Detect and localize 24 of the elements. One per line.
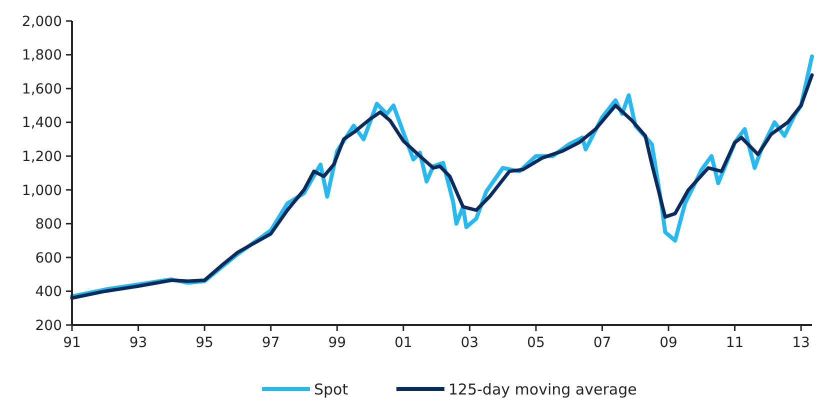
legend-label: 125-day moving average (448, 380, 637, 398)
y-tick-label: 1,000 (22, 182, 62, 199)
x-tick-label: 91 (63, 335, 81, 351)
y-tick-label: 1,600 (22, 81, 62, 98)
x-tick-label: 95 (196, 335, 214, 351)
x-tick-label: 03 (460, 335, 479, 351)
x-tick-label: 93 (129, 335, 148, 351)
x-tick-label: 11 (726, 335, 744, 351)
x-tick-label: 13 (792, 335, 810, 351)
y-tick-label: 400 (35, 284, 62, 300)
x-tick-label: 09 (660, 335, 678, 351)
x-tick-label: 99 (328, 335, 346, 351)
y-tick-label: 1,200 (22, 149, 62, 166)
legend-label: Spot (314, 380, 348, 398)
y-tick-label: 1,400 (22, 115, 62, 132)
y-tick-label: 800 (35, 216, 62, 233)
y-tick-label: 600 (35, 250, 62, 266)
y-tick-label: 1,800 (22, 48, 62, 64)
x-tick-label: 07 (593, 335, 612, 351)
x-tick-label: 01 (394, 335, 412, 351)
y-tick-label: 2,000 (22, 14, 62, 30)
x-tick-label: 05 (527, 335, 545, 351)
y-tick-label: 200 (35, 318, 62, 334)
x-tick-label: 97 (262, 335, 280, 351)
